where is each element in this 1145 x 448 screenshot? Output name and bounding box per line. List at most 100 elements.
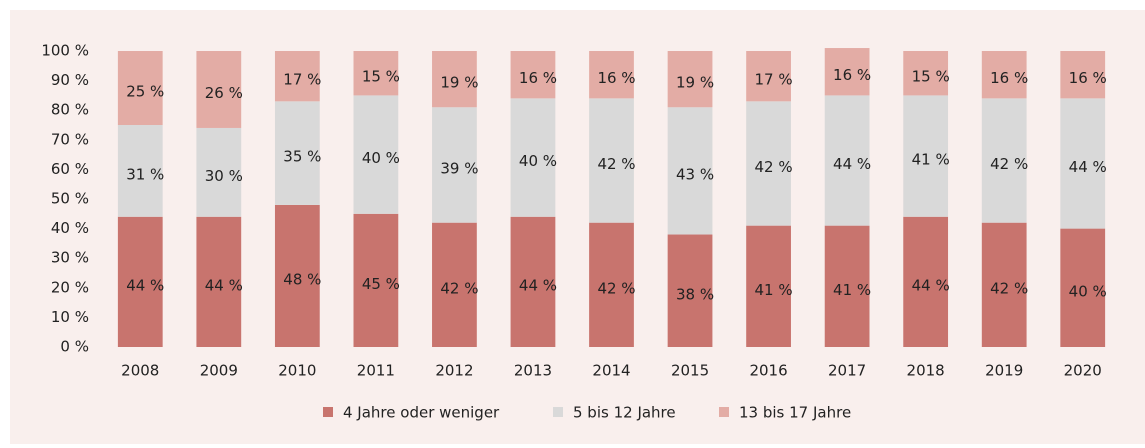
x-tick-label: 2013 xyxy=(514,362,552,380)
data-label: 42 % xyxy=(597,279,635,297)
bar-segment xyxy=(432,107,477,223)
bar-segment xyxy=(589,98,634,223)
bar-segment xyxy=(353,95,399,214)
data-label: 16 % xyxy=(1069,69,1107,87)
data-label: 39 % xyxy=(440,159,478,177)
bar-segment xyxy=(274,51,320,102)
data-label: 44 % xyxy=(1069,158,1107,176)
data-label: 35 % xyxy=(283,148,321,166)
data-label: 26 % xyxy=(205,84,243,102)
data-label: 41 % xyxy=(833,281,871,299)
data-label: 45 % xyxy=(362,275,400,293)
x-tick-label: 2019 xyxy=(985,362,1023,380)
bar-segment xyxy=(196,51,242,128)
bar-segment xyxy=(903,51,949,96)
bar-segment xyxy=(746,51,791,102)
bar-segment xyxy=(824,48,870,96)
bar-segment xyxy=(667,107,713,235)
y-tick-label: 70 % xyxy=(51,130,89,148)
x-tick-label: 2014 xyxy=(592,362,630,380)
x-tick-label: 2018 xyxy=(907,362,945,380)
data-label: 40 % xyxy=(519,152,557,170)
legend-swatch xyxy=(323,407,333,417)
bar-segment xyxy=(1060,51,1106,99)
x-tick-label: 2017 xyxy=(828,362,866,380)
legend-label: 5 bis 12 Jahre xyxy=(573,404,676,422)
y-tick-label: 0 % xyxy=(60,338,89,356)
bar-segment xyxy=(1060,228,1106,347)
bar-segment xyxy=(432,51,477,108)
bar-segment xyxy=(196,127,242,217)
bar-segment xyxy=(510,51,556,99)
data-label: 19 % xyxy=(440,74,478,92)
x-tick-label: 2020 xyxy=(1064,362,1102,380)
data-label: 44 % xyxy=(205,276,243,294)
bar-segment xyxy=(353,213,399,347)
data-label: 40 % xyxy=(1069,282,1107,300)
data-label: 16 % xyxy=(833,66,871,84)
data-label: 44 % xyxy=(833,155,871,173)
data-label: 16 % xyxy=(597,69,635,87)
x-tick-label: 2008 xyxy=(121,362,159,380)
bar-segment xyxy=(746,225,791,347)
legend-swatch xyxy=(719,407,729,417)
bar-segment xyxy=(981,51,1027,99)
data-label: 31 % xyxy=(126,165,164,183)
y-tick-label: 30 % xyxy=(51,249,89,267)
y-tick-label: 80 % xyxy=(51,101,89,119)
data-label: 15 % xyxy=(362,68,400,86)
data-label: 41 % xyxy=(755,281,793,299)
bar-segment xyxy=(903,216,949,347)
bar-segment xyxy=(353,51,399,96)
y-tick-label: 60 % xyxy=(51,160,89,178)
bar-segment xyxy=(274,204,320,347)
bar-segment xyxy=(667,234,713,347)
bar-segment xyxy=(824,225,870,347)
y-tick-label: 40 % xyxy=(51,219,89,237)
data-label: 42 % xyxy=(990,279,1028,297)
x-tick-label: 2011 xyxy=(357,362,395,380)
data-label: 15 % xyxy=(912,68,950,86)
bar-segment xyxy=(1060,98,1106,229)
data-label: 44 % xyxy=(912,276,950,294)
bar-segment xyxy=(117,51,163,125)
data-label: 41 % xyxy=(912,151,950,169)
data-label: 42 % xyxy=(755,158,793,176)
data-label: 44 % xyxy=(519,276,557,294)
legend-label: 13 bis 17 Jahre xyxy=(739,404,851,422)
bar-segment xyxy=(432,222,477,347)
data-label: 40 % xyxy=(362,149,400,167)
data-label: 42 % xyxy=(440,279,478,297)
legend-swatch xyxy=(553,407,563,417)
data-label: 16 % xyxy=(990,69,1028,87)
data-label: 17 % xyxy=(283,71,321,89)
data-label: 17 % xyxy=(755,71,793,89)
bar-segment xyxy=(667,51,713,108)
data-label: 16 % xyxy=(519,69,557,87)
bar-segment xyxy=(196,216,242,347)
x-tick-label: 2010 xyxy=(278,362,316,380)
x-tick-label: 2012 xyxy=(435,362,473,380)
data-label: 30 % xyxy=(205,167,243,185)
data-label: 19 % xyxy=(676,74,714,92)
x-tick-label: 2016 xyxy=(749,362,787,380)
data-label: 42 % xyxy=(990,155,1028,173)
bar-segment xyxy=(981,98,1027,223)
x-tick-label: 2015 xyxy=(671,362,709,380)
bar-segment xyxy=(589,222,634,347)
bar-segment xyxy=(824,95,870,226)
bar-segment xyxy=(117,125,163,217)
y-tick-label: 100 % xyxy=(41,42,89,60)
legend-label: 4 Jahre oder weniger xyxy=(343,404,500,422)
bar-segment xyxy=(274,101,320,205)
y-tick-label: 20 % xyxy=(51,278,89,296)
data-label: 42 % xyxy=(597,155,635,173)
data-label: 44 % xyxy=(126,276,164,294)
data-label: 25 % xyxy=(126,83,164,101)
data-label: 43 % xyxy=(676,165,714,183)
y-tick-label: 50 % xyxy=(51,190,89,208)
bar-segment xyxy=(746,101,791,226)
bar-segment xyxy=(589,51,634,99)
bar-segment xyxy=(510,216,556,347)
